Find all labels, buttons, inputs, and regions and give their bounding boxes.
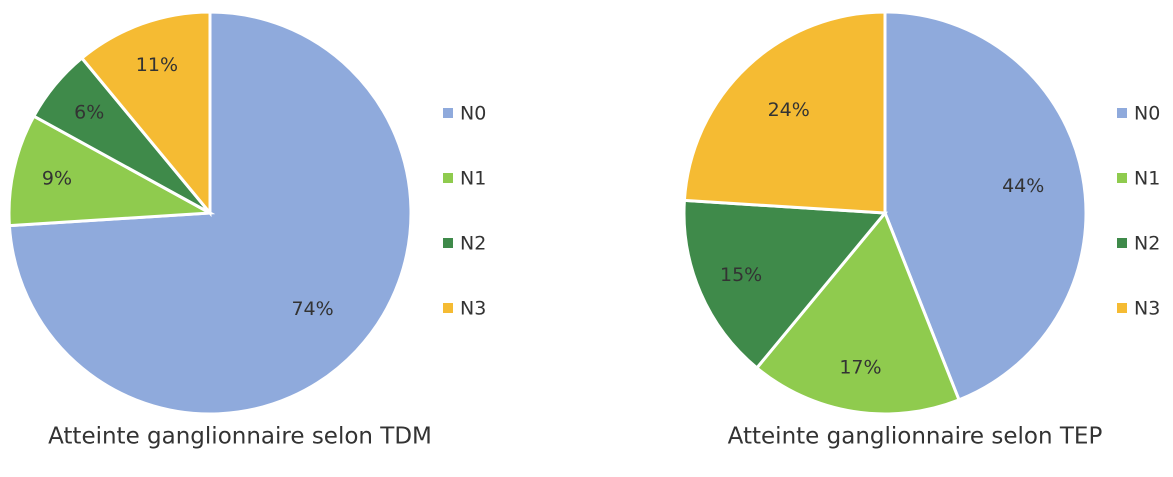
data-label: 17% (839, 356, 881, 378)
chart-title: Atteinte ganglionnaire selon TEP (728, 424, 1103, 450)
data-label: 24% (768, 99, 810, 121)
legend-label: N3 (460, 298, 486, 320)
legend-label: N1 (460, 168, 486, 190)
legend-label: N1 (1134, 168, 1160, 190)
legend-swatch (443, 173, 453, 183)
pie-slice (754, 210, 961, 416)
legend-label: N0 (460, 103, 486, 125)
data-label: 6% (74, 102, 104, 124)
legend-swatch (1117, 303, 1127, 313)
legend-swatch (1117, 108, 1127, 118)
pie-slice (7, 114, 216, 228)
legend-label: N2 (460, 233, 486, 255)
data-label: 15% (720, 264, 762, 286)
pie-slice (79, 10, 212, 218)
legend-label: N2 (1134, 233, 1160, 255)
data-label: 9% (42, 167, 72, 189)
legend-label: N3 (1134, 298, 1160, 320)
data-label: 11% (136, 54, 178, 76)
pie-slice (682, 10, 887, 215)
data-label: 74% (291, 298, 333, 320)
legend-swatch (1117, 173, 1127, 183)
legend-swatch (443, 108, 453, 118)
legend-swatch (443, 303, 453, 313)
legend-swatch (443, 238, 453, 248)
pie-slice (682, 198, 889, 370)
legend-label: N0 (1134, 103, 1160, 125)
pie-slice (883, 10, 1088, 402)
chart-title: Atteinte ganglionnaire selon TDM (48, 424, 432, 450)
data-label: 44% (1002, 175, 1044, 197)
legend-swatch (1117, 238, 1127, 248)
